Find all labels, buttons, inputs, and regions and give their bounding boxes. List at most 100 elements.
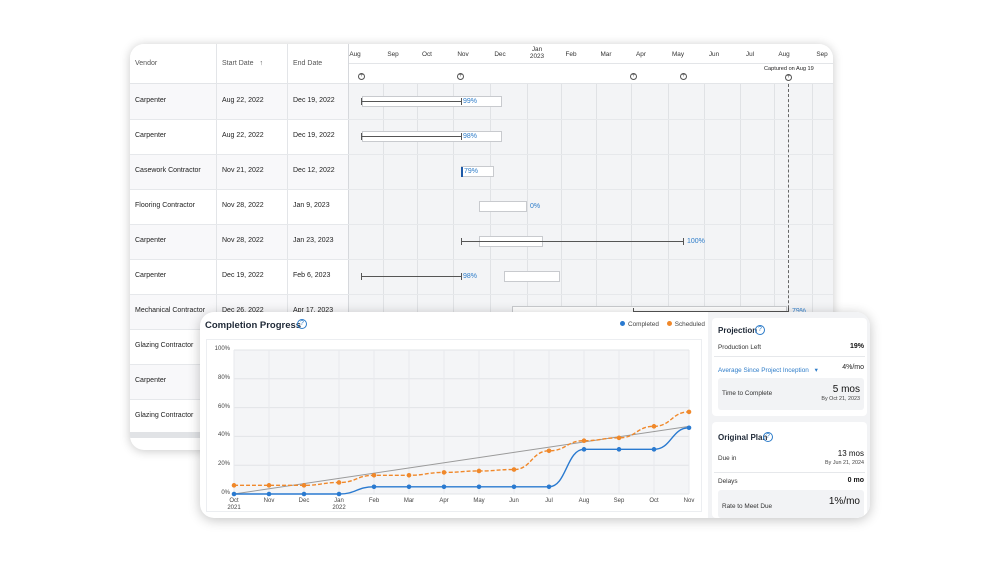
legend-scheduled-dot xyxy=(666,321,672,326)
scheduled-point[interactable] xyxy=(546,448,552,454)
completed-point[interactable] xyxy=(266,491,272,497)
chart-title: Completion Progress xyxy=(205,320,302,331)
month-gridline xyxy=(704,84,705,432)
column-header-vendor[interactable]: Vendor xyxy=(135,60,158,67)
scheduled-point[interactable] xyxy=(441,470,447,475)
milestone-marker-icon[interactable]: + xyxy=(358,73,365,80)
x-tick-label: Oct xyxy=(649,498,659,504)
scheduled-point[interactable] xyxy=(686,409,692,415)
sort-ascending-icon[interactable]: ↑ xyxy=(259,60,263,67)
progress-start-tick xyxy=(361,133,362,140)
month-gridline xyxy=(596,84,597,432)
scheduled-point[interactable] xyxy=(266,483,272,488)
x-tick-label: Jun xyxy=(509,498,519,504)
column-header-start-date[interactable]: Start Date ↑ xyxy=(222,60,263,67)
scheduled-bar[interactable] xyxy=(479,201,527,212)
end-date-cell: Jan 23, 2023 xyxy=(293,237,334,244)
completed-point[interactable] xyxy=(476,484,482,490)
end-date-cell: Dec 19, 2022 xyxy=(293,97,335,104)
start-date-cell: Dec 19, 2022 xyxy=(222,272,264,279)
month-gridline xyxy=(668,84,669,432)
scheduled-bar[interactable] xyxy=(504,271,560,282)
progress-end-tick xyxy=(461,133,462,140)
scheduled-point[interactable] xyxy=(231,483,237,488)
completed-series-line xyxy=(234,427,690,495)
scheduled-point[interactable] xyxy=(651,424,657,429)
month-label: Sep xyxy=(816,51,828,58)
x-tick-label: Nov xyxy=(263,498,275,504)
legend-scheduled-label: Scheduled xyxy=(674,321,705,328)
end-date-cell: Dec 12, 2022 xyxy=(293,167,335,174)
x-tick-label: Apr xyxy=(439,498,449,504)
scheduled-point[interactable] xyxy=(476,468,482,474)
month-label: Jun xyxy=(708,51,720,58)
completed-point[interactable] xyxy=(336,491,342,497)
y-tick-label: 100% xyxy=(214,346,230,352)
due-in-date: By Jun 21, 2024 xyxy=(825,460,864,466)
delays-value: 0 mo xyxy=(847,477,864,484)
progress-start-tick xyxy=(461,238,462,245)
vendor-cell: Carpenter xyxy=(135,272,167,279)
help-icon[interactable]: ? xyxy=(763,432,773,442)
y-tick-label: 0% xyxy=(221,490,230,496)
help-icon[interactable]: ? xyxy=(755,325,765,335)
x-tick-label: Nov xyxy=(683,498,695,504)
completed-point[interactable] xyxy=(581,447,587,452)
start-date-label: Start Date xyxy=(222,60,254,67)
month-gridline xyxy=(812,84,813,432)
scheduled-point[interactable] xyxy=(581,438,587,444)
progress-end-tick xyxy=(461,98,462,105)
divider xyxy=(714,356,865,357)
percent-complete-label: 79% xyxy=(792,308,806,315)
completed-point[interactable] xyxy=(651,447,657,452)
y-tick-label: 80% xyxy=(217,374,230,381)
month-label: Mar xyxy=(600,51,612,58)
scheduled-point[interactable] xyxy=(511,467,517,472)
completed-point[interactable] xyxy=(301,491,307,497)
scheduled-point[interactable] xyxy=(301,483,307,488)
y-tick-label: 60% xyxy=(217,403,230,410)
milestone-marker-icon[interactable]: + xyxy=(630,73,637,80)
completion-progress-card: Completion Progress ? Completed Schedule… xyxy=(200,312,870,518)
month-gridline xyxy=(740,84,741,432)
milestone-marker-icon[interactable]: + xyxy=(680,73,687,80)
vendor-cell: Carpenter xyxy=(135,132,167,139)
divider xyxy=(714,472,865,473)
completed-point[interactable] xyxy=(686,425,692,431)
scheduled-point[interactable] xyxy=(616,435,622,441)
scheduled-series-line xyxy=(234,411,690,487)
completed-point[interactable] xyxy=(406,484,412,490)
row-divider xyxy=(130,119,833,120)
milestone-marker-icon[interactable]: + xyxy=(457,73,464,80)
completed-point[interactable] xyxy=(231,491,237,497)
time-to-complete-value: 5 mos xyxy=(832,384,860,395)
scheduled-point[interactable] xyxy=(336,480,342,485)
percent-complete-label: 100% xyxy=(687,238,705,245)
column-divider xyxy=(216,44,217,428)
average-since-inception-dropdown[interactable]: Average Since Project Inception ▾ xyxy=(718,366,818,374)
completed-point[interactable] xyxy=(371,484,377,490)
month-gridline xyxy=(490,84,491,432)
plot-area xyxy=(234,350,689,494)
time-to-complete-date: By Oct 21, 2023 xyxy=(821,396,860,402)
completed-point[interactable] xyxy=(546,484,552,490)
trend-line xyxy=(233,425,690,495)
actual-progress-line xyxy=(361,136,461,137)
scheduled-point[interactable] xyxy=(406,472,412,478)
projection-title: Projection xyxy=(718,326,758,335)
column-header-end-date[interactable]: End Date xyxy=(293,60,323,67)
month-gridline xyxy=(383,84,384,432)
completed-point[interactable] xyxy=(616,447,622,452)
completed-point[interactable] xyxy=(511,484,517,490)
scheduled-point[interactable] xyxy=(371,472,377,478)
month-gridline xyxy=(453,84,454,432)
end-date-cell: Dec 19, 2022 xyxy=(293,132,335,139)
delays-label: Delays xyxy=(718,478,738,485)
captured-marker-icon[interactable]: + xyxy=(785,74,792,81)
x-tick-label: Jul xyxy=(545,498,553,504)
month-label: May xyxy=(671,51,685,58)
progress-end-tick xyxy=(788,308,789,315)
help-icon[interactable]: ? xyxy=(297,319,307,329)
x-tick-label: Mar xyxy=(403,498,415,504)
completed-point[interactable] xyxy=(441,484,447,490)
